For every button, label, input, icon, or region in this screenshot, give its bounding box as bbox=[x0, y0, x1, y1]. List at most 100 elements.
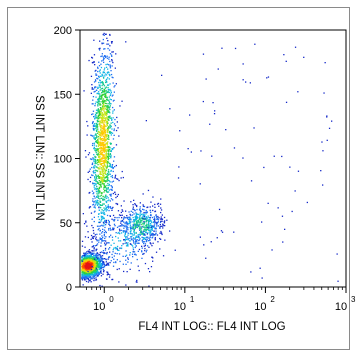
scatter-point bbox=[101, 81, 103, 83]
scatter-point bbox=[108, 155, 110, 157]
scatter-point bbox=[95, 96, 97, 98]
scatter-point bbox=[94, 103, 96, 105]
scatter-point bbox=[108, 256, 111, 258]
scatter-point bbox=[92, 121, 94, 123]
scatter-point bbox=[113, 247, 115, 249]
scatter-point bbox=[147, 219, 150, 221]
scatter-point bbox=[120, 220, 123, 222]
scatter-point bbox=[99, 116, 101, 118]
scatter-point bbox=[93, 192, 95, 194]
scatter-point bbox=[111, 166, 113, 169]
scatter-point bbox=[100, 181, 102, 183]
scatter-point bbox=[112, 265, 115, 267]
scatter-point bbox=[161, 220, 163, 222]
scatter-point bbox=[84, 256, 86, 258]
scatter-point bbox=[91, 273, 93, 275]
scatter-point bbox=[105, 112, 107, 114]
scatter-point bbox=[105, 33, 107, 35]
scatter-point bbox=[326, 115, 328, 117]
scatter-point bbox=[127, 227, 129, 229]
scatter-point bbox=[289, 166, 291, 168]
scatter-point bbox=[95, 250, 97, 252]
scatter-point bbox=[104, 169, 106, 171]
scatter-point bbox=[145, 213, 147, 215]
scatter-point bbox=[93, 201, 95, 203]
scatter-point bbox=[109, 164, 112, 166]
scatter-point bbox=[324, 62, 326, 64]
scatter-point bbox=[245, 81, 247, 83]
scatter-point bbox=[96, 149, 98, 152]
scatter-point bbox=[110, 132, 113, 134]
scatter-point bbox=[90, 92, 92, 94]
scatter-point bbox=[98, 141, 100, 143]
scatter-point bbox=[199, 236, 201, 238]
scatter-point bbox=[109, 108, 111, 111]
scatter-point bbox=[154, 238, 156, 240]
scatter-point bbox=[108, 184, 110, 187]
scatter-point bbox=[97, 151, 99, 153]
scatter-point bbox=[110, 150, 113, 152]
scatter-point bbox=[96, 265, 98, 267]
scatter-point bbox=[108, 111, 111, 113]
scatter-point bbox=[162, 255, 165, 257]
scatter-point bbox=[107, 200, 109, 202]
scatter-point bbox=[123, 270, 125, 273]
scatter-point bbox=[326, 116, 328, 118]
scatter-point bbox=[100, 167, 103, 169]
scatter-point bbox=[125, 237, 127, 239]
scatter-point bbox=[109, 105, 111, 107]
scatter-point bbox=[250, 180, 253, 182]
scatter-point bbox=[112, 94, 114, 96]
scatter-point bbox=[101, 171, 103, 173]
scatter-point bbox=[151, 234, 153, 236]
scatter-point bbox=[104, 137, 106, 139]
scatter-point bbox=[93, 258, 96, 260]
scatter-point bbox=[108, 107, 110, 109]
scatter-point bbox=[105, 221, 107, 224]
scatter-point bbox=[141, 217, 143, 220]
scatter-point bbox=[93, 271, 95, 273]
scatter-point bbox=[109, 130, 111, 133]
scatter-point bbox=[136, 226, 138, 229]
scatter-point bbox=[105, 81, 107, 84]
scatter-point bbox=[95, 262, 98, 264]
scatter-point bbox=[99, 103, 101, 105]
scatter-point bbox=[99, 160, 101, 163]
scatter-point bbox=[136, 240, 138, 242]
scatter-point bbox=[107, 134, 110, 136]
scatter-point bbox=[104, 92, 106, 94]
scatter-point bbox=[93, 260, 95, 262]
scatter-point bbox=[101, 177, 103, 180]
scatter-point bbox=[143, 245, 145, 247]
scatter-point bbox=[149, 242, 152, 244]
scatter-point bbox=[106, 271, 108, 273]
scatter-point bbox=[100, 204, 102, 206]
scatter-point bbox=[81, 255, 84, 257]
scatter-point bbox=[102, 129, 104, 131]
scatter-point bbox=[127, 238, 129, 240]
scatter-point bbox=[108, 221, 110, 224]
scatter-point bbox=[111, 132, 114, 134]
scatter-point bbox=[95, 134, 97, 136]
scatter-point bbox=[98, 262, 101, 264]
scatter-point bbox=[104, 127, 106, 129]
x-tick-base: 10 bbox=[93, 301, 105, 313]
scatter-point bbox=[90, 251, 92, 253]
scatter-point bbox=[98, 123, 100, 125]
scatter-point bbox=[109, 164, 111, 167]
scatter-point bbox=[129, 252, 131, 254]
scatter-point bbox=[135, 218, 137, 221]
scatter-point bbox=[148, 223, 150, 225]
scatter-point bbox=[97, 252, 99, 255]
scatter-point bbox=[99, 173, 101, 175]
scatter-point bbox=[174, 249, 176, 251]
scatter-point bbox=[94, 128, 96, 130]
scatter-point bbox=[123, 227, 125, 229]
scatter-point bbox=[81, 269, 83, 271]
scatter-point bbox=[107, 141, 109, 143]
scatter-point bbox=[97, 264, 99, 266]
scatter-point bbox=[130, 262, 132, 264]
scatter-point bbox=[130, 243, 132, 245]
scatter-point bbox=[101, 204, 104, 206]
